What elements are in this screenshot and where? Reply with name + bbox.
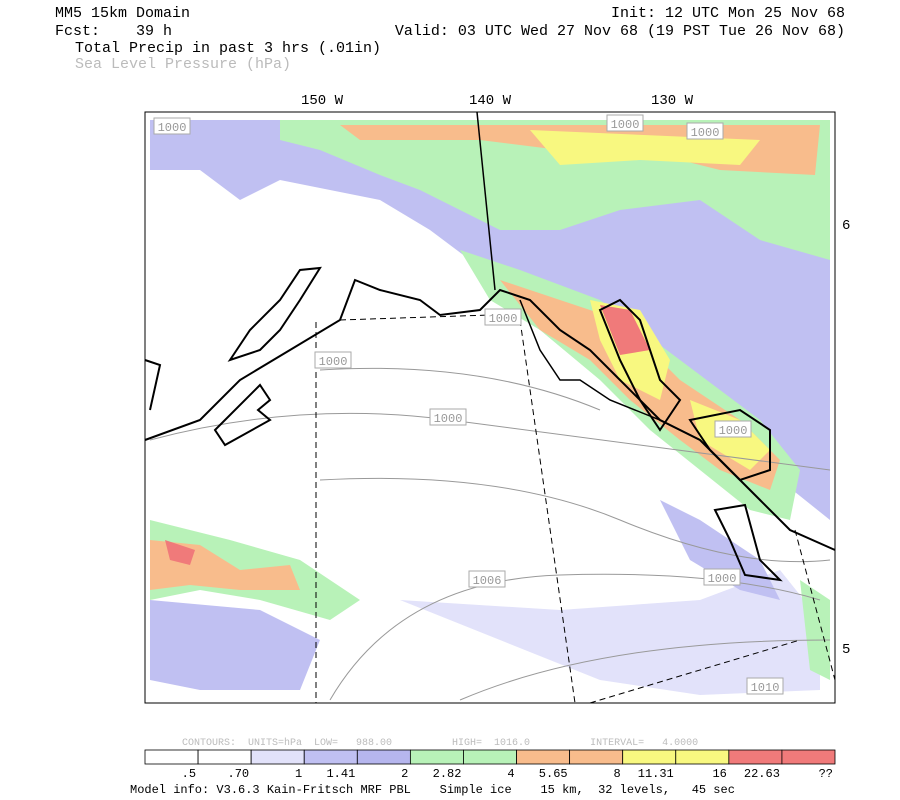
contour-label: 1010	[751, 681, 780, 695]
contour-label: 1000	[434, 412, 463, 426]
contour-label-box	[703, 568, 741, 586]
lon-label: 130 W	[651, 93, 694, 109]
coastline	[144, 266, 836, 582]
colorbar-swatch	[675, 749, 730, 765]
colorbar-swatch	[197, 749, 252, 765]
init-time: Init: 12 UTC Mon 25 Nov 68	[611, 5, 845, 22]
field-precip: Total Precip in past 3 hrs (.01in)	[75, 40, 381, 57]
lat-label: 6	[842, 218, 850, 234]
colorbar-label: 22.63	[744, 767, 780, 781]
contour-label: 1006	[473, 574, 502, 588]
field-slp: Sea Level Pressure (hPa)	[75, 56, 291, 73]
contour-label-box	[714, 420, 752, 438]
colorbar-label: 2	[401, 767, 408, 781]
colorbar-swatch	[409, 749, 464, 765]
colorbar-swatch	[728, 749, 783, 765]
lon-label: 140 W	[469, 93, 512, 109]
borders	[476, 111, 721, 461]
colorbar-swatch	[250, 749, 305, 765]
colorbar-swatch	[303, 749, 358, 765]
colorbar-swatch	[569, 749, 624, 765]
contour-label: 1000	[319, 355, 348, 369]
contour-label-box	[686, 122, 724, 140]
colorbar-label: 1	[295, 767, 302, 781]
colorbar-label: .70	[228, 767, 250, 781]
colorbar-label: 5.65	[539, 767, 568, 781]
colorbar-swatch	[781, 749, 836, 765]
contour-label-box	[314, 351, 352, 369]
colorbar-label: 2.82	[433, 767, 462, 781]
colorbar-label: 16	[712, 767, 726, 781]
contour-label-box	[606, 114, 644, 132]
colorbar-swatch	[622, 749, 677, 765]
model-info: Model info: V3.6.3 Kain-Fritsch MRF PBL …	[130, 783, 735, 797]
contour-label: 1000	[489, 312, 518, 326]
lon-label: 150 W	[301, 93, 344, 109]
colorbar-label: 4	[507, 767, 514, 781]
contour-label: 1000	[719, 424, 748, 438]
contour-label: 1000	[611, 118, 640, 132]
colorbar-label: 1.41	[326, 767, 355, 781]
contour-label-box	[153, 117, 191, 135]
colorbar-label: ??	[819, 767, 833, 781]
colorbar-swatch	[356, 749, 411, 765]
contour-label-box	[746, 677, 784, 695]
contour-label-box	[468, 570, 506, 588]
colorbar-swatch	[516, 749, 571, 765]
map-frame	[144, 111, 836, 704]
contour-label-box	[429, 408, 467, 426]
colorbar-label: 11.31	[638, 767, 674, 781]
title: MM5 15km Domain	[55, 5, 190, 22]
forecast: Fcst: 39 h	[55, 23, 172, 40]
admin-lines	[315, 314, 836, 704]
colorbar-swatch	[463, 749, 517, 765]
contour-label: 1000	[708, 572, 737, 586]
lat-label: 5	[842, 642, 850, 658]
colorbar-label: .5	[182, 767, 196, 781]
valid-time: Valid: 03 UTC Wed 27 Nov 68 (19 PST Tue …	[395, 23, 845, 40]
contour-label-box	[484, 308, 522, 326]
contour-info: CONTOURS: UNITS=hPa LOW= 988.00 HIGH= 10…	[182, 737, 698, 749]
colorbar-swatch	[144, 749, 199, 765]
colorbar-label: 8	[613, 767, 620, 781]
contour-label: 1000	[691, 126, 720, 140]
contour-label: 1000	[158, 121, 187, 135]
